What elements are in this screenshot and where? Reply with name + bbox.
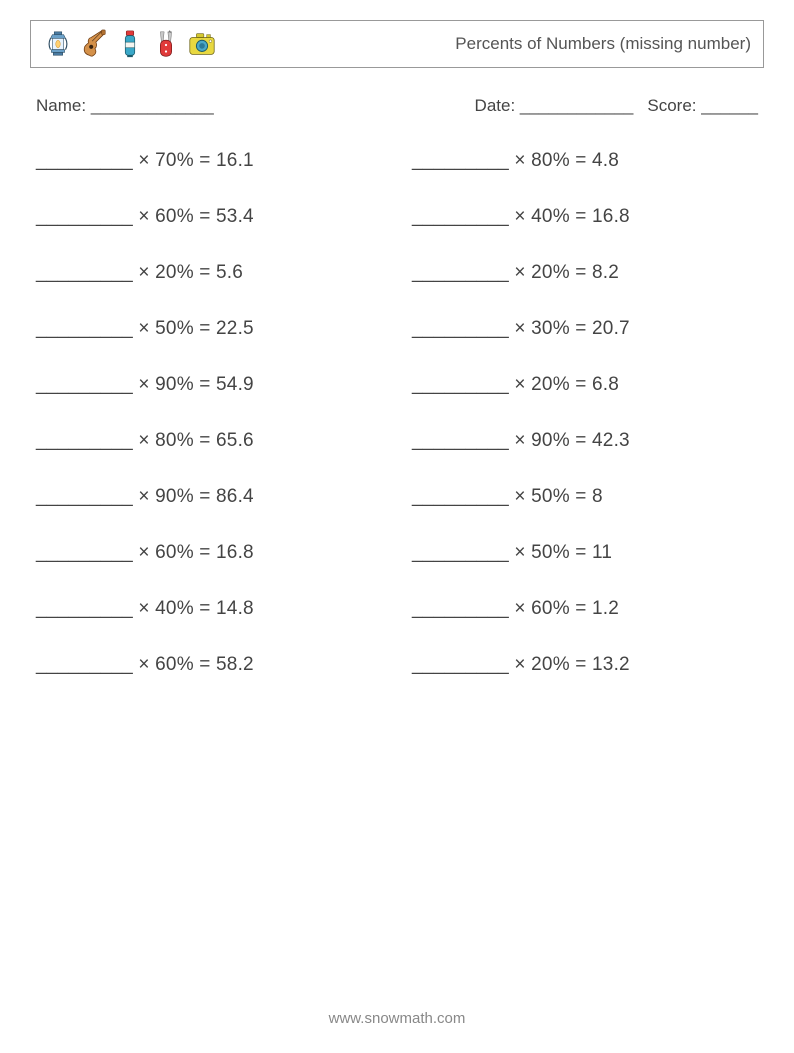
- answer-blank[interactable]: _________: [412, 430, 509, 452]
- answer-blank[interactable]: _________: [36, 374, 133, 396]
- answer-blank[interactable]: _________: [36, 150, 133, 172]
- score-field: Score: ______: [647, 96, 758, 116]
- problem-row: _________ × 80% = 65.6: [36, 430, 382, 452]
- problem-row: _________ × 20% = 6.8: [412, 374, 758, 396]
- problem-row: _________ × 20% = 13.2: [412, 654, 758, 676]
- score-label: Score:: [647, 96, 696, 115]
- problem-expression: × 70% = 16.1: [133, 150, 254, 171]
- answer-blank[interactable]: _________: [412, 150, 509, 172]
- problem-row: _________ × 60% = 53.4: [36, 206, 382, 228]
- header-box: Percents of Numbers (missing number): [30, 20, 764, 68]
- problem-row: _________ × 90% = 54.9: [36, 374, 382, 396]
- problem-expression: × 90% = 86.4: [133, 486, 254, 507]
- worksheet-title: Percents of Numbers (missing number): [455, 34, 751, 54]
- camera-icon: [187, 29, 217, 59]
- date-blank[interactable]: ____________: [520, 96, 633, 115]
- problem-expression: × 30% = 20.7: [509, 318, 630, 339]
- problem-row: _________ × 60% = 1.2: [412, 598, 758, 620]
- problem-expression: × 50% = 11: [509, 542, 612, 563]
- date-field: Date: ____________: [475, 96, 634, 116]
- answer-blank[interactable]: _________: [36, 206, 133, 228]
- problem-expression: × 60% = 1.2: [509, 598, 619, 619]
- problem-expression: × 80% = 4.8: [509, 150, 619, 171]
- answer-blank[interactable]: _________: [412, 206, 509, 228]
- icons-row: [43, 29, 217, 59]
- problem-row: _________ × 90% = 42.3: [412, 430, 758, 452]
- problem-expression: × 60% = 53.4: [133, 206, 254, 227]
- problem-row: _________ × 20% = 5.6: [36, 262, 382, 284]
- answer-blank[interactable]: _________: [412, 374, 509, 396]
- answer-blank[interactable]: _________: [412, 262, 509, 284]
- problem-expression: × 20% = 13.2: [509, 654, 630, 675]
- problem-expression: × 60% = 58.2: [133, 654, 254, 675]
- answer-blank[interactable]: _________: [412, 486, 509, 508]
- answer-blank[interactable]: _________: [36, 262, 133, 284]
- answer-blank[interactable]: _________: [412, 654, 509, 676]
- worksheet-page: Percents of Numbers (missing number) Nam…: [0, 0, 794, 676]
- answer-blank[interactable]: _________: [412, 542, 509, 564]
- problem-row: _________ × 90% = 86.4: [36, 486, 382, 508]
- date-label: Date:: [475, 96, 516, 115]
- guitar-icon: [79, 29, 109, 59]
- problem-row: _________ × 50% = 11: [412, 542, 758, 564]
- answer-blank[interactable]: _________: [36, 542, 133, 564]
- answer-blank[interactable]: _________: [412, 598, 509, 620]
- answer-blank[interactable]: _________: [412, 318, 509, 340]
- problem-expression: × 20% = 5.6: [133, 262, 243, 283]
- problem-row: _________ × 60% = 58.2: [36, 654, 382, 676]
- problem-row: _________ × 30% = 20.7: [412, 318, 758, 340]
- problems-grid: _________ × 70% = 16.1_________ × 80% = …: [30, 150, 764, 676]
- problem-row: _________ × 60% = 16.8: [36, 542, 382, 564]
- problem-row: _________ × 70% = 16.1: [36, 150, 382, 172]
- name-label: Name:: [36, 96, 86, 115]
- problem-expression: × 40% = 14.8: [133, 598, 254, 619]
- problem-expression: × 20% = 8.2: [509, 262, 619, 283]
- problem-row: _________ × 80% = 4.8: [412, 150, 758, 172]
- info-row: Name: _____________ Date: ____________ S…: [30, 96, 764, 116]
- footer-url: www.snowmath.com: [0, 1010, 794, 1027]
- answer-blank[interactable]: _________: [36, 318, 133, 340]
- score-blank[interactable]: ______: [701, 96, 758, 115]
- problem-row: _________ × 50% = 8: [412, 486, 758, 508]
- problem-row: _________ × 40% = 14.8: [36, 598, 382, 620]
- problem-expression: × 80% = 65.6: [133, 430, 254, 451]
- answer-blank[interactable]: _________: [36, 654, 133, 676]
- name-blank[interactable]: _____________: [91, 96, 214, 115]
- answer-blank[interactable]: _________: [36, 598, 133, 620]
- problem-expression: × 20% = 6.8: [509, 374, 619, 395]
- lantern-icon: [43, 29, 73, 59]
- thermos-icon: [115, 29, 145, 59]
- answer-blank[interactable]: _________: [36, 486, 133, 508]
- problem-row: _________ × 40% = 16.8: [412, 206, 758, 228]
- problem-expression: × 60% = 16.8: [133, 542, 254, 563]
- answer-blank[interactable]: _________: [36, 430, 133, 452]
- problem-expression: × 50% = 8: [509, 486, 603, 507]
- problem-row: _________ × 20% = 8.2: [412, 262, 758, 284]
- name-field: Name: _____________: [36, 96, 214, 116]
- problem-expression: × 90% = 54.9: [133, 374, 254, 395]
- problem-expression: × 90% = 42.3: [509, 430, 630, 451]
- problem-row: _________ × 50% = 22.5: [36, 318, 382, 340]
- swiss-knife-icon: [151, 29, 181, 59]
- problem-expression: × 40% = 16.8: [509, 206, 630, 227]
- problem-expression: × 50% = 22.5: [133, 318, 254, 339]
